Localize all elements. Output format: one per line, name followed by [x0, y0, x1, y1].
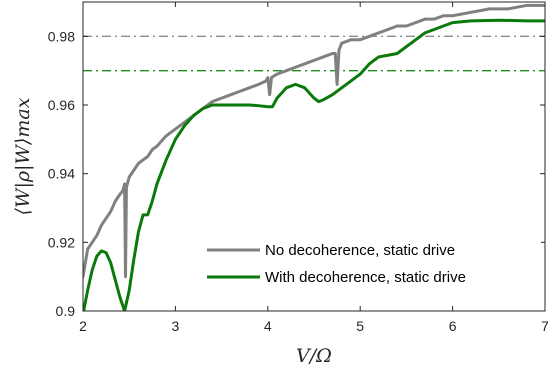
y-tick-label: 0.92 — [48, 234, 75, 250]
y-tick-label: 0.96 — [48, 97, 75, 113]
legend-label-1: No decoherence, static drive — [265, 242, 455, 259]
x-tick-label: 2 — [79, 318, 87, 334]
series-line-1 — [83, 3, 545, 279]
legend: No decoherence, static drive With decoher… — [197, 233, 541, 295]
y-tick-label: 0.9 — [56, 303, 76, 319]
y-tick-label: 0.94 — [48, 166, 75, 182]
x-tick-label: 3 — [172, 318, 180, 334]
x-tick-label: 7 — [541, 318, 548, 334]
legend-box — [197, 233, 541, 295]
y-axis-label: ⟨W|ρ|W⟩max — [12, 97, 34, 215]
series-lines — [83, 3, 545, 311]
x-axis-label: V/Ω — [296, 345, 332, 367]
x-tick-label: 5 — [356, 318, 364, 334]
legend-label-2: With decoherence, static drive — [265, 269, 466, 286]
x-tick-label: 6 — [449, 318, 457, 334]
reference-lines — [83, 35, 545, 72]
y-tick-label: 0.98 — [48, 28, 75, 44]
series-line-2 — [83, 18, 545, 311]
axes-box — [82, 1, 546, 312]
x-tick-label: 4 — [264, 318, 272, 334]
ticks: 2 3 4 5 6 7 0.9 0.92 0.94 0.96 0.98 — [48, 2, 548, 334]
